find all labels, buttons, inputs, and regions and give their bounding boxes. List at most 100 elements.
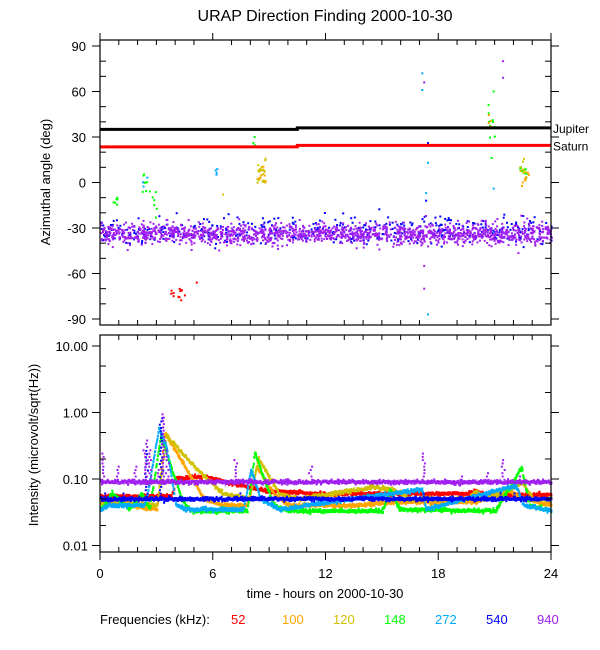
- scatter-point-940khz: [400, 235, 403, 238]
- scatter-point-940khz: [405, 235, 408, 238]
- intensity-point-148khz: [129, 506, 132, 510]
- scatter-point-940khz: [436, 231, 439, 234]
- scatter-point-940khz: [268, 227, 271, 230]
- intensity-point-52khz: [368, 492, 371, 495]
- scatter-point-940khz: [494, 238, 497, 241]
- scatter-point-940khz: [512, 226, 515, 229]
- scatter-point-940khz: [270, 236, 273, 239]
- scatter-point-120khz: [262, 179, 265, 182]
- intensity-point-120khz: [166, 433, 169, 437]
- intensity-point-148khz: [308, 508, 311, 512]
- scatter-point-940khz: [526, 217, 529, 220]
- scatter-point-940khz: [494, 230, 497, 233]
- intensity-point-100khz: [201, 493, 204, 497]
- scatter-point-940khz: [228, 240, 231, 242]
- scatter-point-940khz: [444, 232, 447, 235]
- scatter-point-540khz: [403, 224, 406, 227]
- intensity-point-120khz: [169, 439, 172, 443]
- scatter-point-940khz: [187, 219, 190, 222]
- intensity-point-52khz: [291, 491, 294, 495]
- scatter-point-100khz: [525, 176, 528, 179]
- intensity-point-100khz: [185, 467, 188, 471]
- scatter-point-940khz: [282, 226, 285, 229]
- intensity-point-52khz: [467, 491, 470, 495]
- scatter-point-940khz: [378, 232, 381, 235]
- scatter-point-940khz: [263, 235, 265, 238]
- scatter-point-52khz: [195, 281, 198, 284]
- scatter-point-940khz: [192, 227, 195, 230]
- intensity-point-148khz: [260, 468, 263, 472]
- scatter-point-940khz: [423, 287, 426, 290]
- scatter-point-940khz: [538, 235, 541, 238]
- intensity-point-148khz: [319, 508, 322, 512]
- scatter-point-940khz: [281, 245, 284, 248]
- scatter-point-940khz: [115, 230, 118, 233]
- intensity-point-52khz: [322, 491, 325, 495]
- scatter-point-940khz: [486, 231, 489, 234]
- scatter-point-148khz: [146, 181, 149, 184]
- scatter-point-940khz: [125, 237, 127, 240]
- scatter-point-120khz: [519, 166, 522, 169]
- scatter-point-940khz: [491, 223, 494, 226]
- scatter-point-540khz: [312, 232, 315, 235]
- scatter-point-940khz: [533, 238, 535, 241]
- scatter-point-940khz: [458, 232, 461, 235]
- scatter-point-940khz: [366, 231, 369, 234]
- scatter-point-940khz: [404, 227, 407, 230]
- scatter-point-940khz: [241, 229, 244, 232]
- intensity-point-120khz: [368, 484, 371, 488]
- intensity-point-148khz: [248, 492, 251, 495]
- scatter-point-940khz: [355, 227, 358, 230]
- intensity-point-100khz: [198, 488, 201, 492]
- scatter-point-940khz: [152, 237, 155, 240]
- scatter-point-540khz: [238, 222, 241, 225]
- scatter-point-540khz: [509, 228, 512, 231]
- scatter-point-940khz: [484, 230, 487, 233]
- scatter-point-148khz: [494, 135, 496, 138]
- scatter-point-148khz: [524, 168, 527, 171]
- intensity-point-120khz: [187, 458, 190, 462]
- scatter-point-940khz: [219, 241, 222, 244]
- scatter-point-540khz: [102, 224, 105, 227]
- scatter-point-540khz: [263, 225, 266, 228]
- scatter-point-940khz: [547, 227, 550, 230]
- intensity-point-120khz: [124, 500, 127, 504]
- scatter-point-940khz: [384, 227, 387, 229]
- scatter-point-940khz: [307, 233, 310, 236]
- intensity-point-120khz: [250, 491, 252, 495]
- scatter-point-940khz: [301, 239, 304, 242]
- intensity-point-120khz: [251, 484, 254, 488]
- scatter-point-940khz: [431, 223, 434, 226]
- scatter-point-940khz: [221, 231, 224, 234]
- scatter-point-940khz: [112, 228, 114, 231]
- scatter-point-940khz: [127, 226, 130, 229]
- scatter-point-540khz: [536, 238, 539, 241]
- scatter-point-940khz: [385, 226, 388, 228]
- scatter-point-940khz: [352, 238, 355, 240]
- intensity-point-100khz: [226, 504, 229, 508]
- scatter-point-940khz: [267, 237, 270, 240]
- scatter-point-940khz: [269, 239, 272, 242]
- scatter-point-940khz: [280, 222, 283, 224]
- scatter-point-540khz: [532, 221, 535, 224]
- scatter-point-940khz: [379, 227, 382, 230]
- scatter-point-940khz: [180, 239, 183, 242]
- scatter-point-940khz: [532, 225, 534, 228]
- intensity-point-148khz: [261, 472, 264, 476]
- scatter-point-940khz: [211, 234, 214, 236]
- scatter-point-940khz: [435, 239, 438, 242]
- scatter-point-940khz: [101, 222, 104, 225]
- intensity-point-148khz: [155, 463, 158, 467]
- intensity-point-148khz: [158, 444, 161, 448]
- scatter-point-540khz: [439, 215, 442, 218]
- scatter-point-940khz: [275, 222, 278, 225]
- scatter-point-940khz: [301, 229, 304, 232]
- intensity-point-148khz: [269, 494, 272, 498]
- scatter-point-940khz: [385, 231, 388, 233]
- intensity-point-148khz: [156, 454, 159, 458]
- scatter-point-940khz: [213, 233, 216, 236]
- scatter-point-940khz: [316, 233, 319, 236]
- scatter-point-940khz: [170, 234, 173, 237]
- y-tick-label: -90: [67, 312, 86, 327]
- scatter-point-940khz: [261, 228, 264, 231]
